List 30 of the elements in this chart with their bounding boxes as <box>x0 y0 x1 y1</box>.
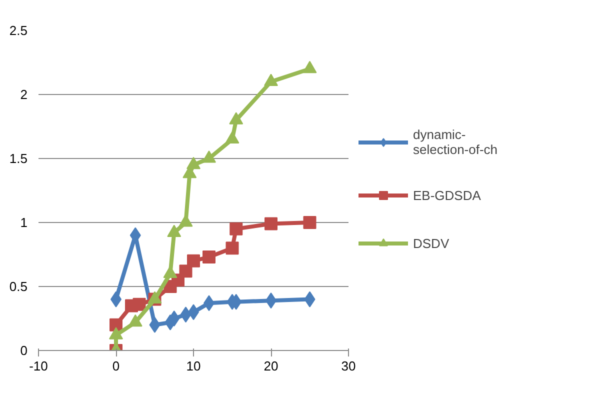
point <box>187 254 200 268</box>
point <box>264 74 278 86</box>
x-tick-label: 30 <box>341 358 356 374</box>
y-tick-label: 0 <box>20 343 28 358</box>
y-tick-label: 2 <box>20 87 28 102</box>
y-tick-label: 1 <box>20 215 28 230</box>
y-tick-label: 1.5 <box>9 151 28 166</box>
x-tick-label: 20 <box>264 358 278 374</box>
y-tick-label: 2.5 <box>9 23 28 38</box>
point <box>202 150 216 163</box>
y-tick-label: 0.5 <box>9 279 28 294</box>
point <box>229 112 244 124</box>
point <box>179 264 192 278</box>
point <box>202 250 216 264</box>
point <box>225 131 240 144</box>
point <box>186 156 200 170</box>
x-tick-label: 10 <box>186 358 201 374</box>
legend-label: DSDV <box>413 236 450 250</box>
point <box>226 242 239 255</box>
point <box>302 60 317 74</box>
x-tick-label: -10 <box>29 358 48 374</box>
point <box>303 216 316 229</box>
legend-label: EB-GDSDA <box>413 188 481 202</box>
point <box>264 217 278 230</box>
legend-label: dynamic-selection-of-ch <box>413 127 498 157</box>
x-tick-label: 0 <box>112 358 120 374</box>
point <box>132 298 146 311</box>
point <box>167 224 182 237</box>
point <box>230 222 243 236</box>
point <box>178 214 193 227</box>
